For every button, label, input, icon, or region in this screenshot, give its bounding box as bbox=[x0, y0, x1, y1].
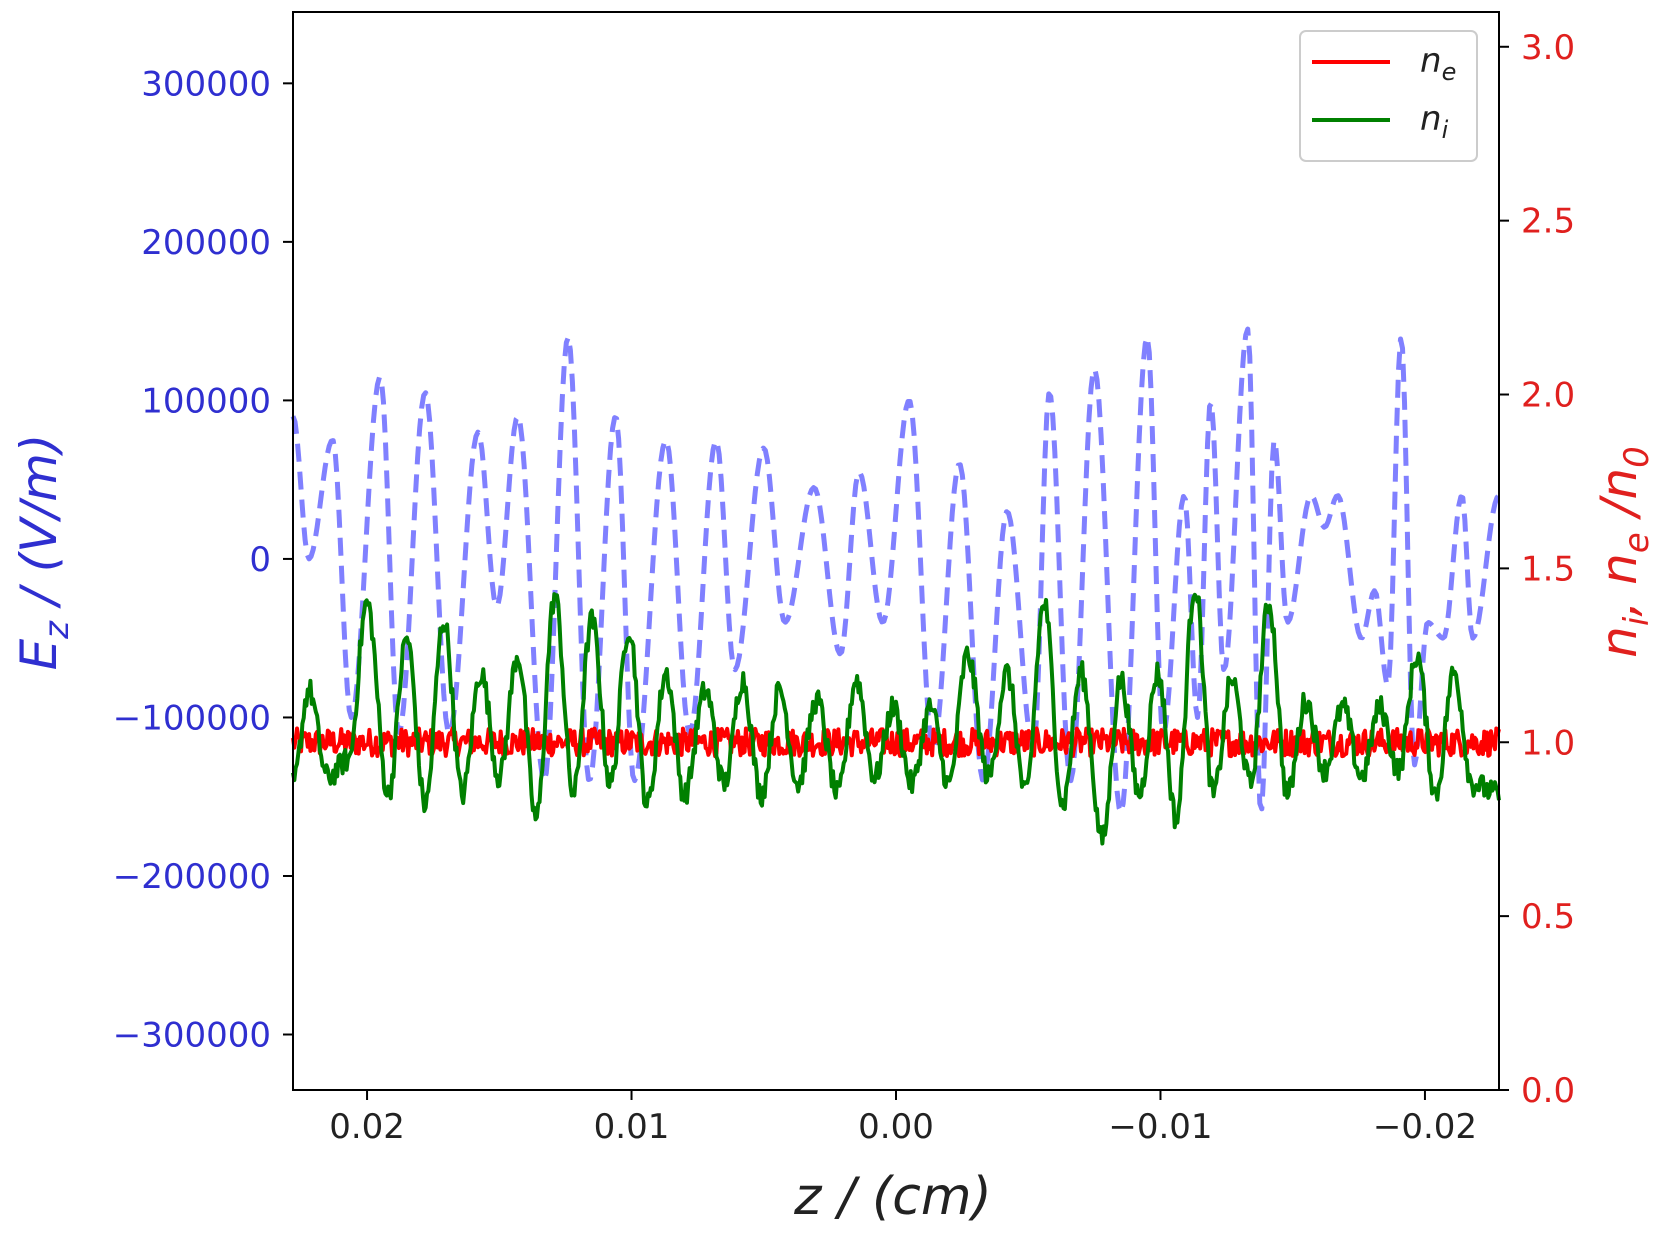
x-ticks: 0.02 0.01 0.00 −0.01 −0.02 bbox=[329, 1090, 1477, 1147]
y-left-ticks: 300000 200000 100000 0 −100000 −200000 −300000 bbox=[113, 64, 293, 1056]
y-right-tick-label: 2.5 bbox=[1521, 202, 1575, 242]
y-right-tick-label: 0.0 bbox=[1521, 1071, 1575, 1111]
x-tick-label: −0.01 bbox=[1108, 1107, 1212, 1147]
legend-label-ne: ne bbox=[1420, 41, 1456, 86]
legend-label-ni: ni bbox=[1420, 99, 1449, 144]
y-left-tick-label: 0 bbox=[249, 540, 271, 580]
y-right-axis-title: ni, ne /n0 bbox=[1590, 446, 1657, 658]
y-left-tick-label: 200000 bbox=[141, 223, 271, 263]
y-left-tick-label: 100000 bbox=[141, 381, 271, 421]
y-right-tick-label: 2.0 bbox=[1521, 376, 1575, 416]
y-left-axis-title: Ez / (V/m) bbox=[10, 434, 77, 671]
x-tick-label: −0.02 bbox=[1373, 1107, 1477, 1147]
y-right-ticks: 3.0 2.5 2.0 1.5 1.0 0.5 0.0 bbox=[1499, 28, 1575, 1111]
legend-box bbox=[1299, 30, 1478, 162]
y-right-tick-label: 1.0 bbox=[1521, 723, 1575, 763]
series-ni bbox=[291, 592, 1501, 846]
x-tick-label: 0.00 bbox=[858, 1107, 934, 1147]
y-right-tick-label: 0.5 bbox=[1521, 897, 1575, 937]
y-left-tick-label: −200000 bbox=[113, 857, 271, 897]
y-right-tick-label: 1.5 bbox=[1521, 549, 1575, 589]
series-line-ez bbox=[290, 326, 1501, 815]
x-tick-label: 0.02 bbox=[329, 1107, 405, 1147]
y-right-tick-label: 3.0 bbox=[1521, 28, 1575, 68]
y-left-tick-label: 300000 bbox=[141, 64, 271, 104]
legend: ne ni bbox=[1299, 30, 1478, 162]
plot-area bbox=[293, 12, 1499, 1090]
series-ez bbox=[290, 326, 1501, 815]
y-left-tick-label: −100000 bbox=[113, 698, 271, 738]
y-left-tick-label: −300000 bbox=[113, 1016, 271, 1056]
x-tick-label: 0.01 bbox=[594, 1107, 670, 1147]
x-axis-title: z / (cm) bbox=[793, 1167, 992, 1227]
series-line-ni bbox=[291, 592, 1501, 846]
